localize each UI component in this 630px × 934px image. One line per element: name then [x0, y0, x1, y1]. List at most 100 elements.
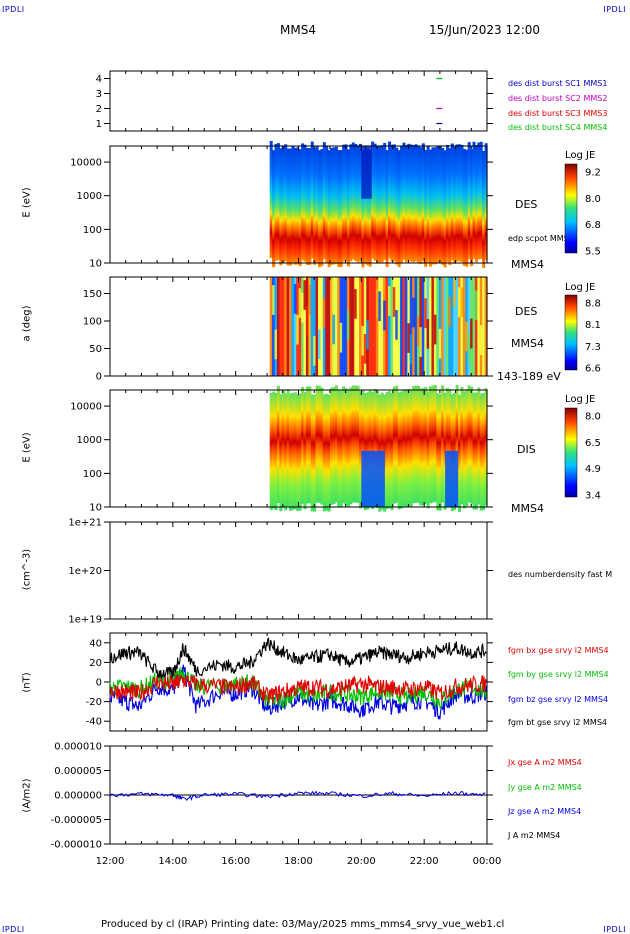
- legend-bz: fgm bz gse srvy l2 MMS4: [508, 695, 609, 704]
- colorbar-tick-label: 9.2: [585, 168, 601, 179]
- pitch-column: [453, 277, 457, 376]
- pitch-column: [320, 277, 324, 376]
- spectrogram-column: [342, 386, 346, 504]
- footer-credit: Produced by cl (IRAP) Printing date: 03/…: [101, 919, 505, 930]
- ytick-label: 1e+20: [68, 566, 102, 577]
- colorbar-tick-label: 6.6: [585, 364, 601, 375]
- ytick-label: 100: [83, 469, 102, 480]
- label-des-mms4: MMS4: [511, 258, 544, 271]
- colorbar: [564, 294, 578, 371]
- panel-frame-burst: [109, 70, 488, 132]
- legend-burst-mms3: des dist burst SC3 MMS3: [508, 109, 608, 118]
- colorbar-tick-label: 7.3: [585, 342, 601, 353]
- spectrogram-column: [445, 145, 449, 262]
- pitch-column-band: [433, 314, 437, 345]
- spectrogram-column: [458, 394, 462, 512]
- spectrogram-column: [378, 146, 382, 264]
- ytick-label: 40: [89, 638, 102, 649]
- spectrogram-column: [317, 150, 321, 268]
- spectrogram-column: [276, 143, 280, 261]
- spectrogram-column: [269, 392, 273, 510]
- colorbar-title-des-energy: Log JE: [565, 150, 596, 161]
- spectrogram-column: [431, 385, 435, 503]
- ytick-label: 20: [89, 658, 102, 669]
- spectrogram-column: [308, 386, 312, 504]
- spectrogram-column: [421, 388, 425, 506]
- series-line-bt: [109, 637, 487, 680]
- pitch-column-band: [305, 306, 309, 337]
- pitch-column: [397, 277, 401, 376]
- pitch-column: [289, 277, 293, 376]
- spectrogram-column: [395, 147, 399, 265]
- pitch-column: [317, 277, 321, 376]
- pitch-column-band: [301, 292, 305, 323]
- spectrogram-column: [429, 149, 433, 267]
- spectrogram-column: [424, 387, 428, 504]
- spectrogram-column: [354, 385, 358, 503]
- spectrogram-column: [448, 389, 452, 506]
- spectrogram-column: [315, 145, 319, 263]
- pitch-column: [378, 277, 382, 376]
- pitch-column-band: [453, 277, 457, 307]
- spectrogram-column: [332, 147, 336, 265]
- spectrogram-column: [373, 143, 377, 261]
- pitch-column: [269, 277, 273, 376]
- spectrogram-column: [281, 390, 285, 507]
- spectrogram-column: [419, 147, 423, 265]
- spectrogram-column: [455, 385, 459, 503]
- ytick-label: 10000: [70, 402, 102, 413]
- pitch-column: [291, 277, 295, 376]
- pitch-column: [356, 277, 360, 376]
- colorbar-tick-label: 8.0: [585, 412, 601, 423]
- spectrogram-column: [320, 387, 324, 505]
- spectrogram-column: [274, 393, 278, 510]
- spectrogram-column: [407, 388, 411, 506]
- spectrogram-column: [433, 147, 437, 265]
- spectrogram-column: [414, 144, 418, 262]
- pitch-column: [431, 277, 435, 376]
- spectrogram-column: [443, 150, 447, 268]
- spectrogram-column: [315, 385, 319, 503]
- spectrogram-column: [426, 391, 430, 509]
- spectrogram-column: [404, 145, 408, 263]
- pitch-column: [284, 277, 288, 376]
- spectrogram-column: [296, 394, 300, 512]
- pitch-column: [276, 277, 280, 376]
- legend-j: J A m2 MMS4: [508, 831, 561, 840]
- pitch-column-band: [392, 287, 396, 317]
- pitch-column: [392, 277, 396, 376]
- spectrogram-column: [269, 141, 273, 258]
- label-des-pitch-mms4: MMS4: [511, 337, 544, 350]
- ytick-label: 0: [96, 678, 102, 689]
- spectrogram-column: [441, 147, 445, 265]
- pitch-column: [327, 277, 331, 376]
- pitch-column-band: [388, 286, 392, 316]
- pitch-column-band: [298, 288, 302, 318]
- spectrogram-column: [484, 143, 488, 261]
- legend-jx: Jx gse A m2 MMS4: [508, 758, 582, 767]
- spectrogram-column: [337, 389, 341, 507]
- spectrogram-column: [286, 148, 290, 266]
- spectrogram-column: [472, 141, 476, 259]
- pitch-column: [325, 277, 329, 376]
- spectrogram-column: [412, 145, 416, 263]
- legend-burst-mms4: des dist burst SC4 MMS4: [508, 123, 608, 132]
- spacecraft-title: MMS4: [280, 23, 316, 37]
- pitch-column-band: [339, 322, 343, 353]
- spectrogram-column: [470, 386, 474, 504]
- pitch-column: [351, 277, 355, 376]
- spectrogram-column: [443, 392, 447, 510]
- spectrogram-column: [368, 390, 372, 508]
- pitch-column-band: [424, 298, 428, 328]
- spectrogram-column: [303, 144, 307, 262]
- ytick-label: 150: [83, 289, 102, 300]
- pitch-column: [438, 277, 442, 376]
- ytick-label: 4: [96, 74, 102, 85]
- spectrogram-column: [409, 144, 413, 262]
- pitch-column: [385, 277, 389, 376]
- legend-density: des numberdensity fast M: [508, 570, 613, 579]
- pitch-column: [443, 277, 447, 376]
- spectrogram-column: [337, 150, 341, 268]
- colorbar-tick-label: 8.8: [585, 299, 601, 310]
- spectrogram-column: [320, 149, 324, 267]
